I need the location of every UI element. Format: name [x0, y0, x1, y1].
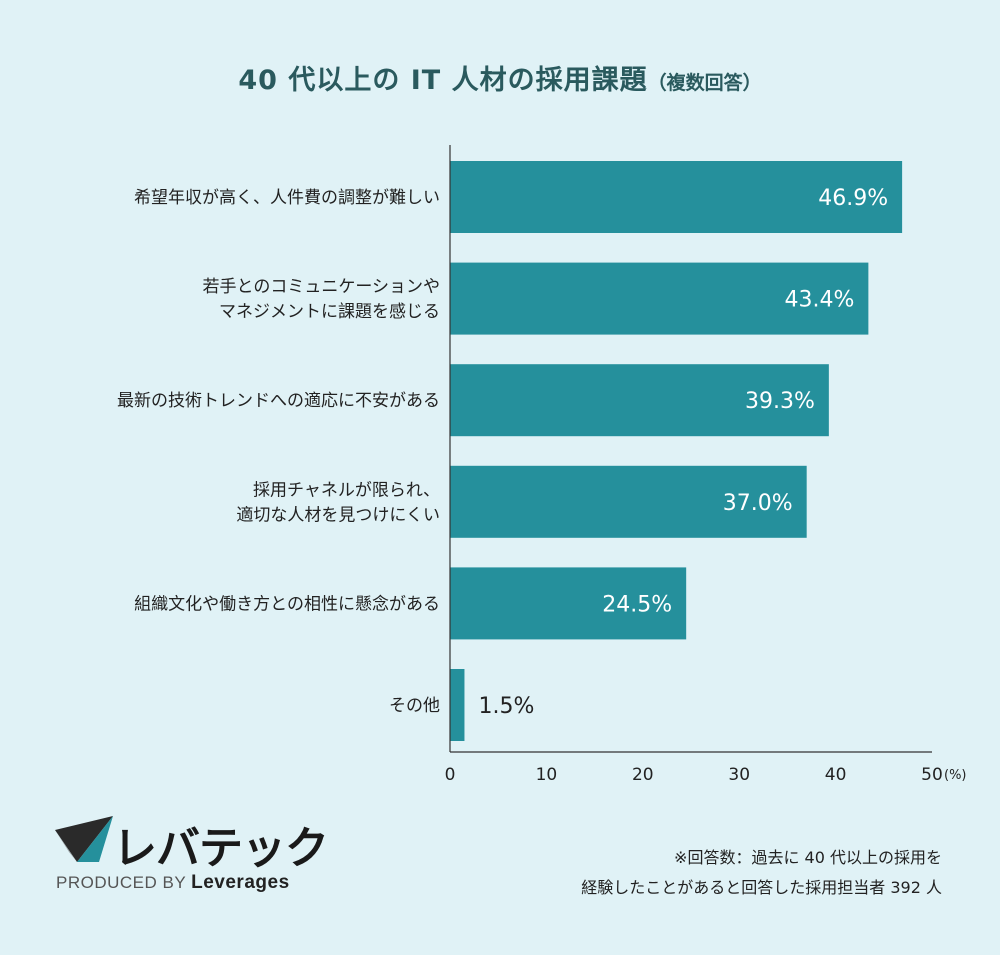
x-tick-label-1: 10 — [536, 765, 558, 785]
produced-by: PRODUCED BY Leverages — [56, 872, 290, 894]
note-line-1: ※回答数：過去に 40 代以上の採用を — [674, 848, 942, 867]
category-label-3-1: 適切な人材を見つけにくい — [236, 505, 440, 525]
category-label-5-0: その他 — [389, 696, 440, 716]
bar-0 — [450, 161, 903, 233]
bar-4 — [450, 567, 687, 640]
x-tick-label-3: 30 — [728, 765, 750, 785]
value-label-0: 46.9% — [818, 186, 888, 211]
category-label-3-0: 採用チャネルが限られ、 — [253, 480, 440, 500]
x-tick-label-5: 50 — [921, 765, 943, 785]
bar-3 — [450, 465, 807, 538]
produced-by-company: Leverages — [191, 872, 290, 893]
x-tick-label-2: 20 — [632, 765, 654, 785]
value-label-2: 39.3% — [745, 389, 815, 414]
value-label-1: 43.4% — [784, 288, 854, 313]
value-label-3: 37.0% — [723, 491, 793, 516]
chart-title: 40 代以上の IT 人材の採用課題（複数回答） — [0, 58, 1000, 97]
bar-1 — [450, 262, 869, 335]
category-label-0-0: 希望年収が高く、人件費の調整が難しい — [134, 188, 440, 208]
bar-chart: 46.9% 希望年収が高く、人件費の調整が難しい 43.4% 若手とのコミュニケーショ… — [117, 145, 967, 785]
x-tick-label-0: 0 — [445, 765, 456, 785]
category-label-1-0: 若手とのコミュニケーションや — [203, 277, 441, 297]
x-unit-label: (%) — [944, 768, 967, 783]
chart-title-main: 40 代以上の IT 人材の採用課題 — [238, 65, 648, 96]
respondent-note: ※回答数：過去に 40 代以上の採用を 経験したことがあると回答した採用担当者 … — [581, 843, 942, 903]
x-tick-label-4: 40 — [825, 765, 847, 785]
category-label-2-0: 最新の技術トレンドへの適応に不安がある — [117, 391, 440, 411]
chart-title-sub: （複数回答） — [647, 72, 762, 94]
levtech-logo-icon — [55, 816, 113, 862]
bar-2 — [450, 364, 829, 437]
category-label-4-0: 組織文化や働き方との相性に懸念がある — [134, 593, 440, 614]
note-line-2: 経験したことがあると回答した採用担当者 392 人 — [581, 878, 942, 897]
category-label-1-1: マネジメントに課題を感じる — [219, 302, 440, 322]
bar-5 — [450, 669, 465, 741]
value-label-5: 1.5% — [478, 694, 534, 719]
value-label-4: 24.5% — [602, 592, 672, 617]
produced-by-label: PRODUCED BY — [56, 873, 186, 892]
logo-brand: レバテック — [113, 823, 329, 874]
